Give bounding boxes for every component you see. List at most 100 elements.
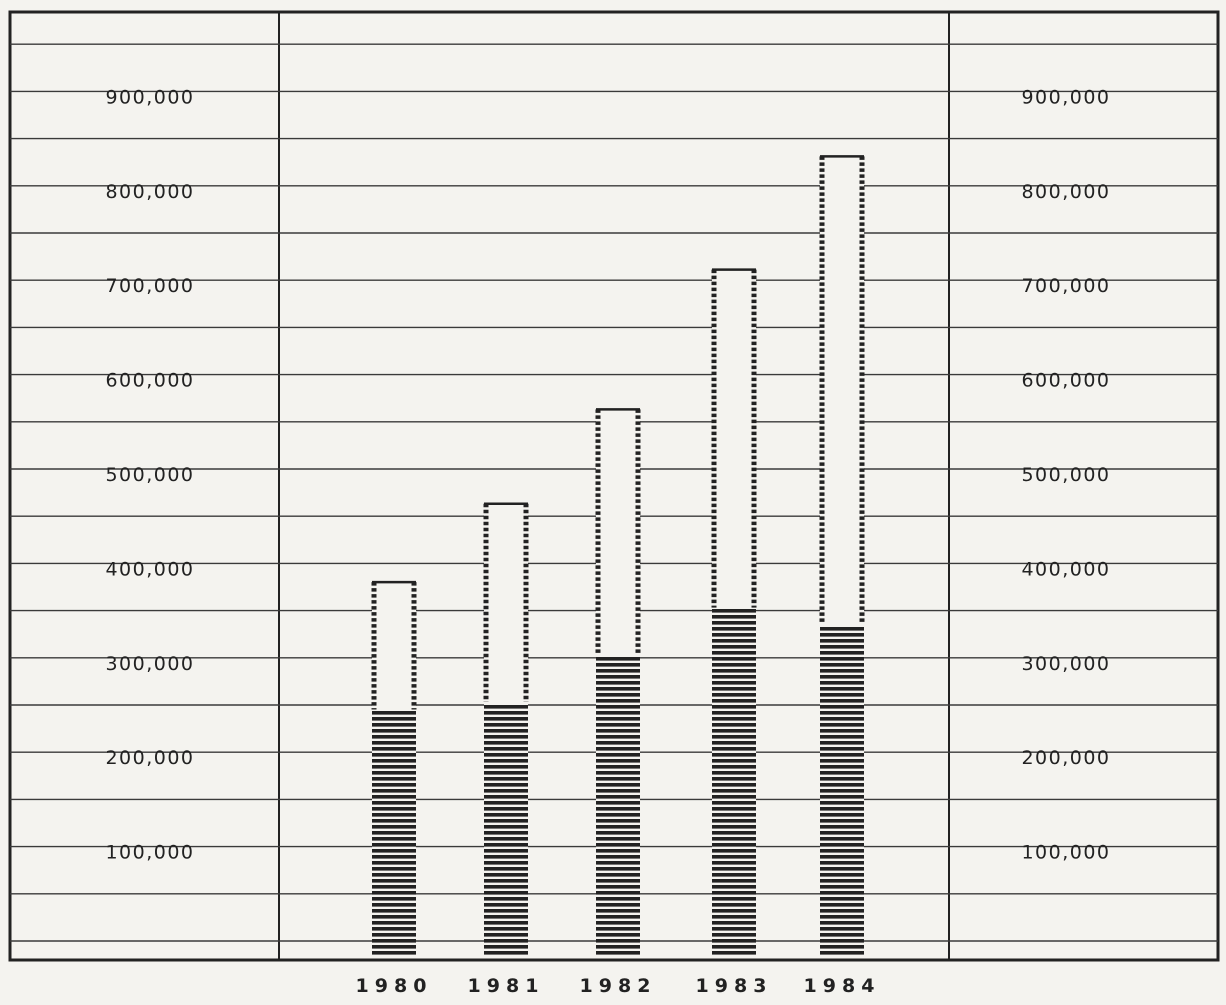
hatch-stripe	[372, 753, 416, 757]
hatch-stripe	[712, 873, 756, 877]
hatch-stripe	[820, 813, 864, 817]
hatch-stripe	[484, 783, 528, 787]
hatch-stripe	[712, 705, 756, 709]
hatch-stripe	[372, 909, 416, 913]
hatch-stripe	[820, 873, 864, 877]
hatch-stripe	[712, 693, 756, 697]
hatch-stripe	[484, 903, 528, 907]
hatch-stripe	[372, 837, 416, 841]
hatch-stripe	[712, 921, 756, 925]
hatch-stripe	[372, 777, 416, 781]
bar-segment-solid	[820, 627, 864, 955]
hatch-stripe	[712, 747, 756, 751]
hatch-stripe	[712, 741, 756, 745]
hatch-stripe	[484, 723, 528, 727]
hatch-stripe	[820, 759, 864, 763]
hatch-stripe	[596, 807, 640, 811]
hatch-stripe	[820, 711, 864, 715]
hatch-stripe	[820, 837, 864, 841]
hatch-stripe	[372, 873, 416, 877]
hatch-stripe	[712, 915, 756, 919]
hatch-stripe	[484, 945, 528, 949]
hatch-stripe	[484, 873, 528, 877]
hatch-stripe	[820, 717, 864, 721]
hatch-stripe	[596, 873, 640, 877]
hatch-stripe	[484, 735, 528, 739]
hatch-stripe	[712, 927, 756, 931]
hatch-stripe	[596, 915, 640, 919]
hatch-stripe	[820, 693, 864, 697]
bars: 1980 1981 1982 1983 1984	[356, 156, 881, 997]
hatch-stripe	[596, 729, 640, 733]
hatch-stripe	[596, 759, 640, 763]
hatch-stripe	[596, 843, 640, 847]
hatch-stripe	[820, 771, 864, 775]
hatch-stripe	[712, 723, 756, 727]
hatch-stripe	[372, 903, 416, 907]
hatch-stripe	[712, 663, 756, 667]
hatch-stripe	[820, 669, 864, 673]
hatch-stripe	[484, 711, 528, 715]
hatch-stripe	[596, 897, 640, 901]
hatch-stripe	[372, 879, 416, 883]
hatch-stripe	[596, 717, 640, 721]
hatch-stripe	[484, 705, 528, 709]
hatch-stripe	[372, 795, 416, 799]
hatch-stripe	[712, 837, 756, 841]
hatch-stripe	[712, 609, 756, 613]
hatch-stripe	[372, 717, 416, 721]
hatch-stripe	[596, 945, 640, 949]
y-tick-label-right: 800,000	[1021, 181, 1110, 203]
hatch-stripe	[372, 723, 416, 727]
y-tick-label-right: 600,000	[1021, 370, 1110, 392]
hatch-stripe	[820, 645, 864, 649]
hatch-stripe	[596, 903, 640, 907]
y-tick-label-left: 800,000	[105, 181, 194, 203]
hatch-stripe	[712, 777, 756, 781]
y-tick-label-left: 900,000	[105, 86, 194, 108]
y-tick-label-right: 700,000	[1021, 275, 1110, 297]
hatch-stripe	[596, 789, 640, 793]
hatch-stripe	[372, 807, 416, 811]
x-tick-label: 1981	[468, 975, 545, 997]
hatch-stripe	[820, 831, 864, 835]
hatch-stripe	[820, 687, 864, 691]
hatch-stripe	[712, 627, 756, 631]
hatch-stripe	[820, 861, 864, 865]
y-tick-label-left: 200,000	[105, 747, 194, 769]
hatch-stripe	[372, 771, 416, 775]
hatch-stripe	[712, 675, 756, 679]
hatch-stripe	[820, 903, 864, 907]
hatch-stripe	[820, 843, 864, 847]
hatch-stripe	[712, 669, 756, 673]
hatch-stripe	[596, 861, 640, 865]
hatch-stripe	[372, 945, 416, 949]
hatch-stripe	[372, 735, 416, 739]
hatch-stripe	[820, 807, 864, 811]
hatch-stripe	[712, 903, 756, 907]
hatch-stripe	[484, 855, 528, 859]
hatch-stripe	[484, 807, 528, 811]
hatch-stripe	[372, 813, 416, 817]
hatch-stripe	[820, 801, 864, 805]
hatch-stripe	[372, 783, 416, 787]
hatch-stripe	[596, 849, 640, 853]
hatch-stripe	[820, 729, 864, 733]
bar-segment-solid	[372, 711, 416, 955]
hatch-stripe	[820, 765, 864, 769]
hatch-stripe	[820, 825, 864, 829]
hatch-stripe	[596, 723, 640, 727]
hatch-stripe	[372, 921, 416, 925]
hatch-stripe	[820, 795, 864, 799]
hatch-stripe	[712, 729, 756, 733]
hatch-stripe	[484, 921, 528, 925]
hatch-stripe	[596, 777, 640, 781]
hatch-stripe	[484, 909, 528, 913]
hatch-stripe	[596, 837, 640, 841]
y-axis-left: 100,000200,000300,000400,000500,000600,0…	[105, 86, 194, 863]
hatch-stripe	[820, 633, 864, 637]
hatch-stripe	[596, 699, 640, 703]
hatch-stripe	[712, 825, 756, 829]
hatch-stripe	[596, 921, 640, 925]
